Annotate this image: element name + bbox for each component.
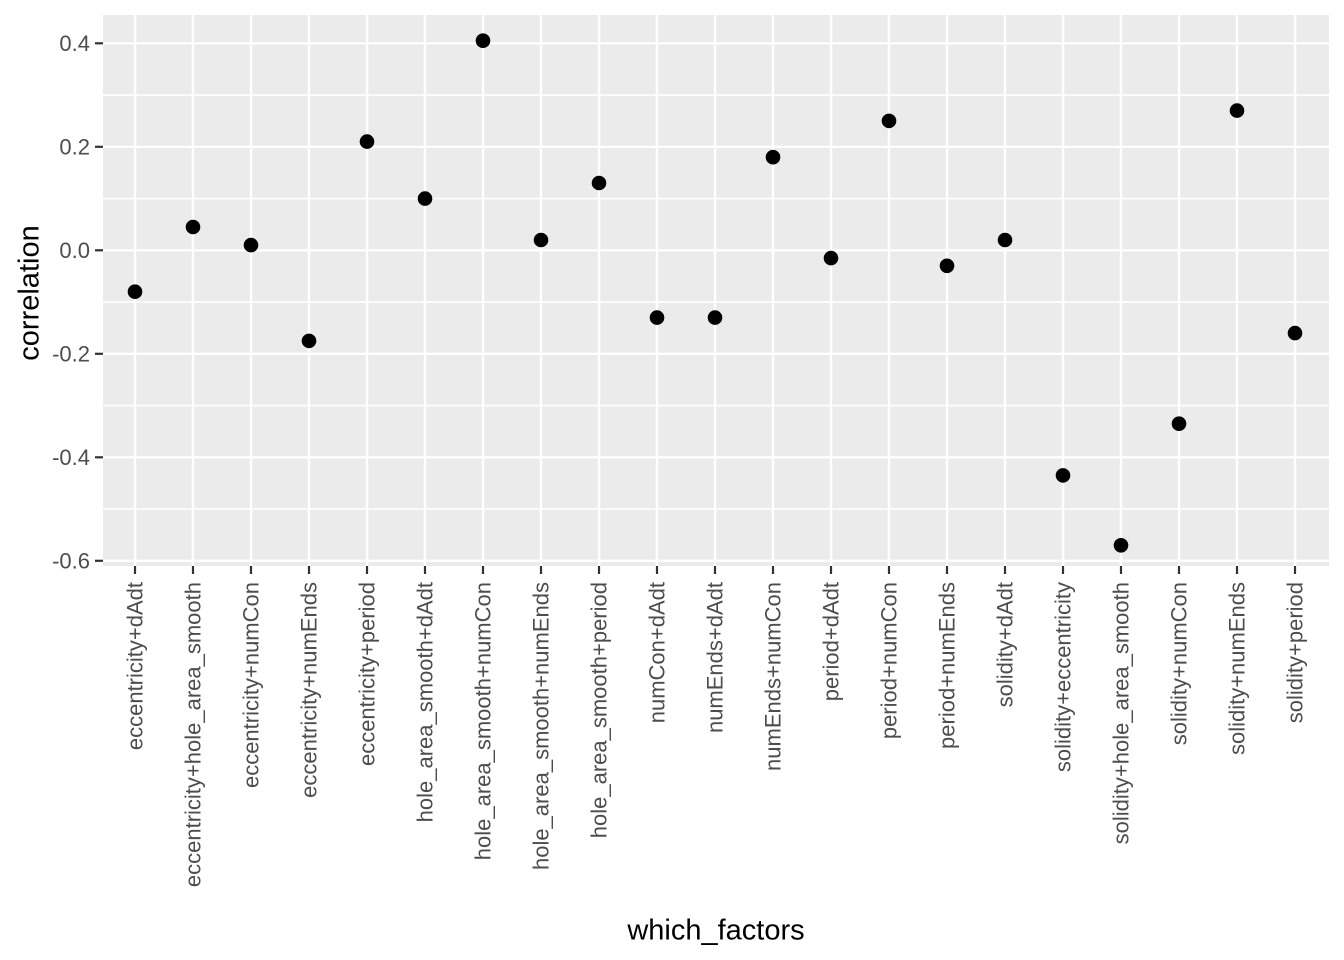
y-tick-marks xyxy=(95,42,103,562)
data-point xyxy=(359,134,375,149)
y-tick-labels: 0.4 0.2 0.0 -0.2 -0.4 -0.6 xyxy=(52,31,90,573)
x-tick-labels: eccentricity+dAdt eccentricity+hole_area_… xyxy=(123,582,1308,887)
data-point xyxy=(591,175,607,191)
x-tick-label: numEnds+dAdt xyxy=(703,582,728,733)
data-point xyxy=(939,258,955,274)
x-tick-label: period+numCon xyxy=(877,582,902,739)
data-point xyxy=(1229,103,1245,118)
x-tick-label: numCon+dAdt xyxy=(645,582,670,723)
x-tick-label: solidity+eccentricity xyxy=(1051,582,1076,772)
data-point xyxy=(1171,416,1187,432)
y-tick-label: -0.2 xyxy=(52,341,90,366)
x-tick-label: period+numEnds xyxy=(935,582,960,749)
data-point xyxy=(765,149,781,165)
data-point xyxy=(185,219,201,235)
x-tick-label: solidity+hole_area_smooth xyxy=(1109,582,1134,844)
data-point xyxy=(301,333,317,349)
x-gridlines xyxy=(133,15,1297,566)
y-tick-label: -0.6 xyxy=(52,548,90,573)
data-point xyxy=(649,310,665,325)
data-point xyxy=(533,232,549,248)
data-point xyxy=(243,237,259,253)
x-tick-label: hole_area_smooth+dAdt xyxy=(413,582,438,822)
data-points xyxy=(127,33,1303,553)
x-tick-marks xyxy=(133,566,1297,574)
y-axis-title: correlation xyxy=(13,225,46,361)
data-point xyxy=(707,310,723,325)
data-point xyxy=(997,232,1013,248)
y-tick-label: 0.4 xyxy=(59,31,90,56)
data-point xyxy=(475,33,491,48)
x-tick-label: period+dAdt xyxy=(819,582,844,701)
data-point xyxy=(823,250,839,266)
x-tick-label: solidity+numCon xyxy=(1167,582,1192,745)
x-tick-label: solidity+period xyxy=(1283,582,1308,723)
x-tick-label: eccentricity+numEnds xyxy=(297,582,322,798)
x-tick-label: hole_area_smooth+numEnds xyxy=(529,582,554,870)
y-tick-label: -0.4 xyxy=(52,445,90,470)
y-tick-label: 0.2 xyxy=(59,134,90,159)
x-axis-title: which_factors xyxy=(627,914,805,947)
x-tick-label: solidity+numEnds xyxy=(1225,582,1250,755)
x-tick-label: eccentricity+numCon xyxy=(239,582,264,788)
x-tick-label: hole_area_smooth+numCon xyxy=(471,582,496,860)
x-tick-label: hole_area_smooth+period xyxy=(587,582,612,838)
data-point xyxy=(1113,538,1129,553)
x-tick-label: eccentricity+hole_area_smooth xyxy=(181,582,206,887)
data-point xyxy=(127,284,143,300)
data-point xyxy=(1055,468,1071,483)
y-tick-label: 0.0 xyxy=(59,238,90,263)
x-tick-label: eccentricity+period xyxy=(355,582,380,766)
x-tick-label: solidity+dAdt xyxy=(993,582,1018,707)
data-point xyxy=(881,113,897,129)
x-tick-label: eccentricity+dAdt xyxy=(123,582,148,750)
data-point xyxy=(417,191,433,206)
x-tick-label: numEnds+numCon xyxy=(761,582,786,771)
data-point xyxy=(1287,325,1303,341)
